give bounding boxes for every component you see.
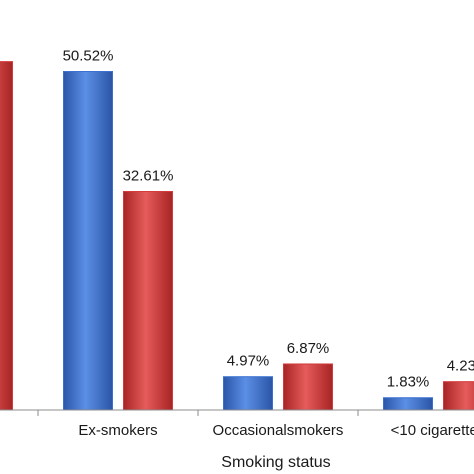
bar-series1-3 [383, 397, 433, 411]
bars-group [0, 61, 474, 411]
x-tick-label-1: Ex-smokers [78, 422, 157, 439]
data-labels-group: %50.52%32.61%4.97%6.87%1.83%4.23% [63, 48, 474, 391]
x-ticks-group [37, 410, 359, 416]
bar-series2-0 [0, 61, 13, 411]
x-axis-title: Smoking status [221, 454, 330, 471]
data-label-series2-2: 6.87% [287, 340, 330, 357]
bar-series2-2 [283, 363, 333, 411]
data-label-series1-1: 50.52% [63, 48, 114, 65]
data-label-series1-2: 4.97% [227, 353, 270, 370]
x-tick-label-2: Occasionalsmokers [213, 422, 344, 439]
bar-series2-3 [443, 381, 474, 411]
data-label-series2-1: 32.61% [123, 168, 174, 185]
data-label-series1-3: 1.83% [387, 374, 430, 391]
bar-series1-2 [223, 376, 273, 411]
bar-series1-1 [63, 71, 113, 411]
data-label-series2-3: 4.23% [447, 358, 474, 375]
bar-series2-1 [123, 191, 173, 411]
x-tick-label-3: <10 cigarettes [391, 422, 474, 439]
